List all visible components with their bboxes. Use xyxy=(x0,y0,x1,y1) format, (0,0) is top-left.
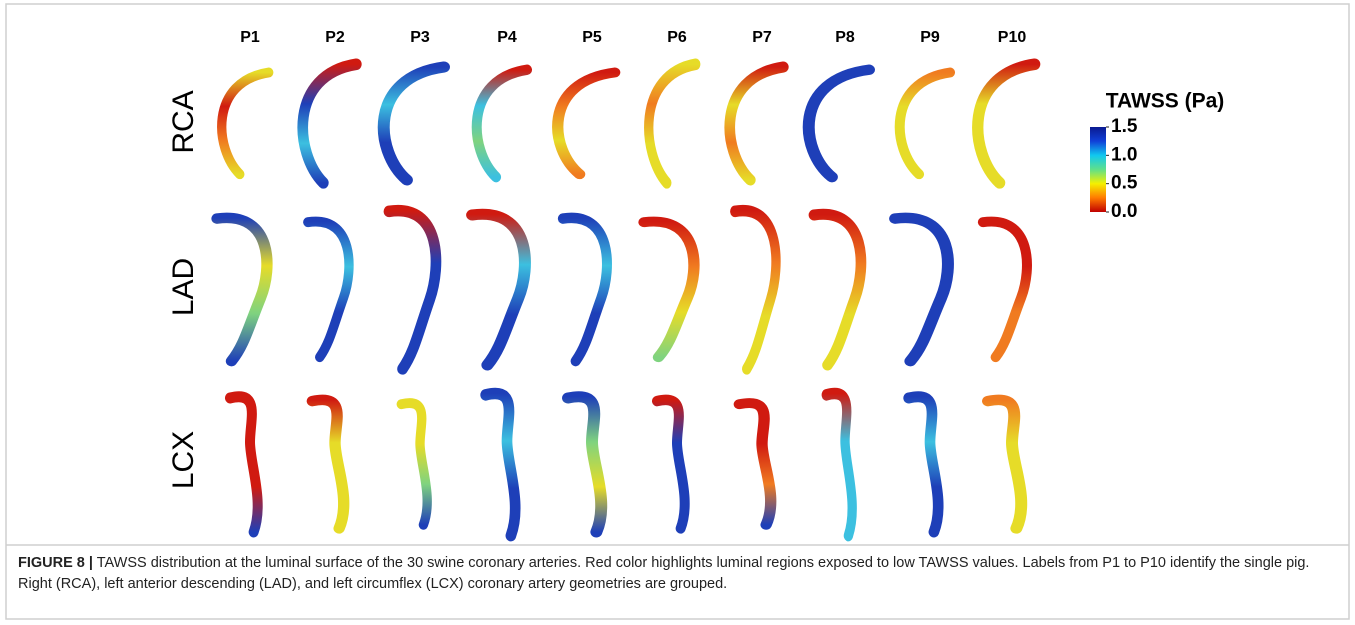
artery xyxy=(889,212,954,367)
colorbar-tick-label: 0.0 xyxy=(1111,201,1137,222)
artery xyxy=(224,391,263,538)
row-label: LCX xyxy=(167,431,200,489)
column-label: P9 xyxy=(920,29,940,46)
artery xyxy=(894,67,956,180)
artery xyxy=(903,391,944,538)
artery xyxy=(480,387,521,542)
artery xyxy=(471,64,533,183)
artery xyxy=(724,61,789,186)
caption-label: FIGURE 8 | xyxy=(18,555,93,571)
column-label: P3 xyxy=(410,29,430,46)
artery xyxy=(383,204,442,375)
colorbar-tick-label: 1.5 xyxy=(1111,116,1138,137)
artery xyxy=(466,208,531,371)
artery xyxy=(638,216,700,363)
column-label: P7 xyxy=(752,29,772,46)
artery xyxy=(297,58,362,189)
column-label: P8 xyxy=(835,29,855,46)
row-label: LAD xyxy=(167,258,200,316)
colorbar xyxy=(1090,127,1106,212)
artery xyxy=(733,398,777,530)
column-label: P1 xyxy=(240,29,260,46)
artery xyxy=(552,67,621,180)
artery xyxy=(651,394,690,534)
column-label: P10 xyxy=(998,29,1027,46)
colorbar-tick-label: 1.0 xyxy=(1111,144,1137,165)
artery xyxy=(396,398,432,530)
artery xyxy=(808,208,867,371)
artery xyxy=(377,61,450,186)
colorbar-title: TAWSS (Pa) xyxy=(1106,90,1225,113)
artery xyxy=(217,67,274,180)
artery xyxy=(557,212,612,367)
caption-text: TAWSS distribution at the luminal surfac… xyxy=(18,555,1310,592)
artery xyxy=(644,58,701,189)
row-label: RCA xyxy=(167,90,200,153)
artery xyxy=(211,212,273,367)
column-label: P2 xyxy=(325,29,345,46)
artery xyxy=(977,216,1032,363)
caption: FIGURE 8 | TAWSS distribution at the lum… xyxy=(18,553,1336,595)
column-label: P4 xyxy=(497,29,517,46)
artery xyxy=(306,394,350,534)
artery xyxy=(982,394,1028,534)
colorbar-tick-label: 0.5 xyxy=(1111,173,1138,194)
artery xyxy=(972,58,1041,189)
artery xyxy=(802,64,875,183)
artery xyxy=(562,391,608,538)
artery xyxy=(730,204,781,375)
artery xyxy=(821,387,857,542)
frame xyxy=(5,3,1350,620)
column-label: P6 xyxy=(667,29,687,46)
column-label: P5 xyxy=(582,29,602,46)
artery xyxy=(303,216,354,363)
